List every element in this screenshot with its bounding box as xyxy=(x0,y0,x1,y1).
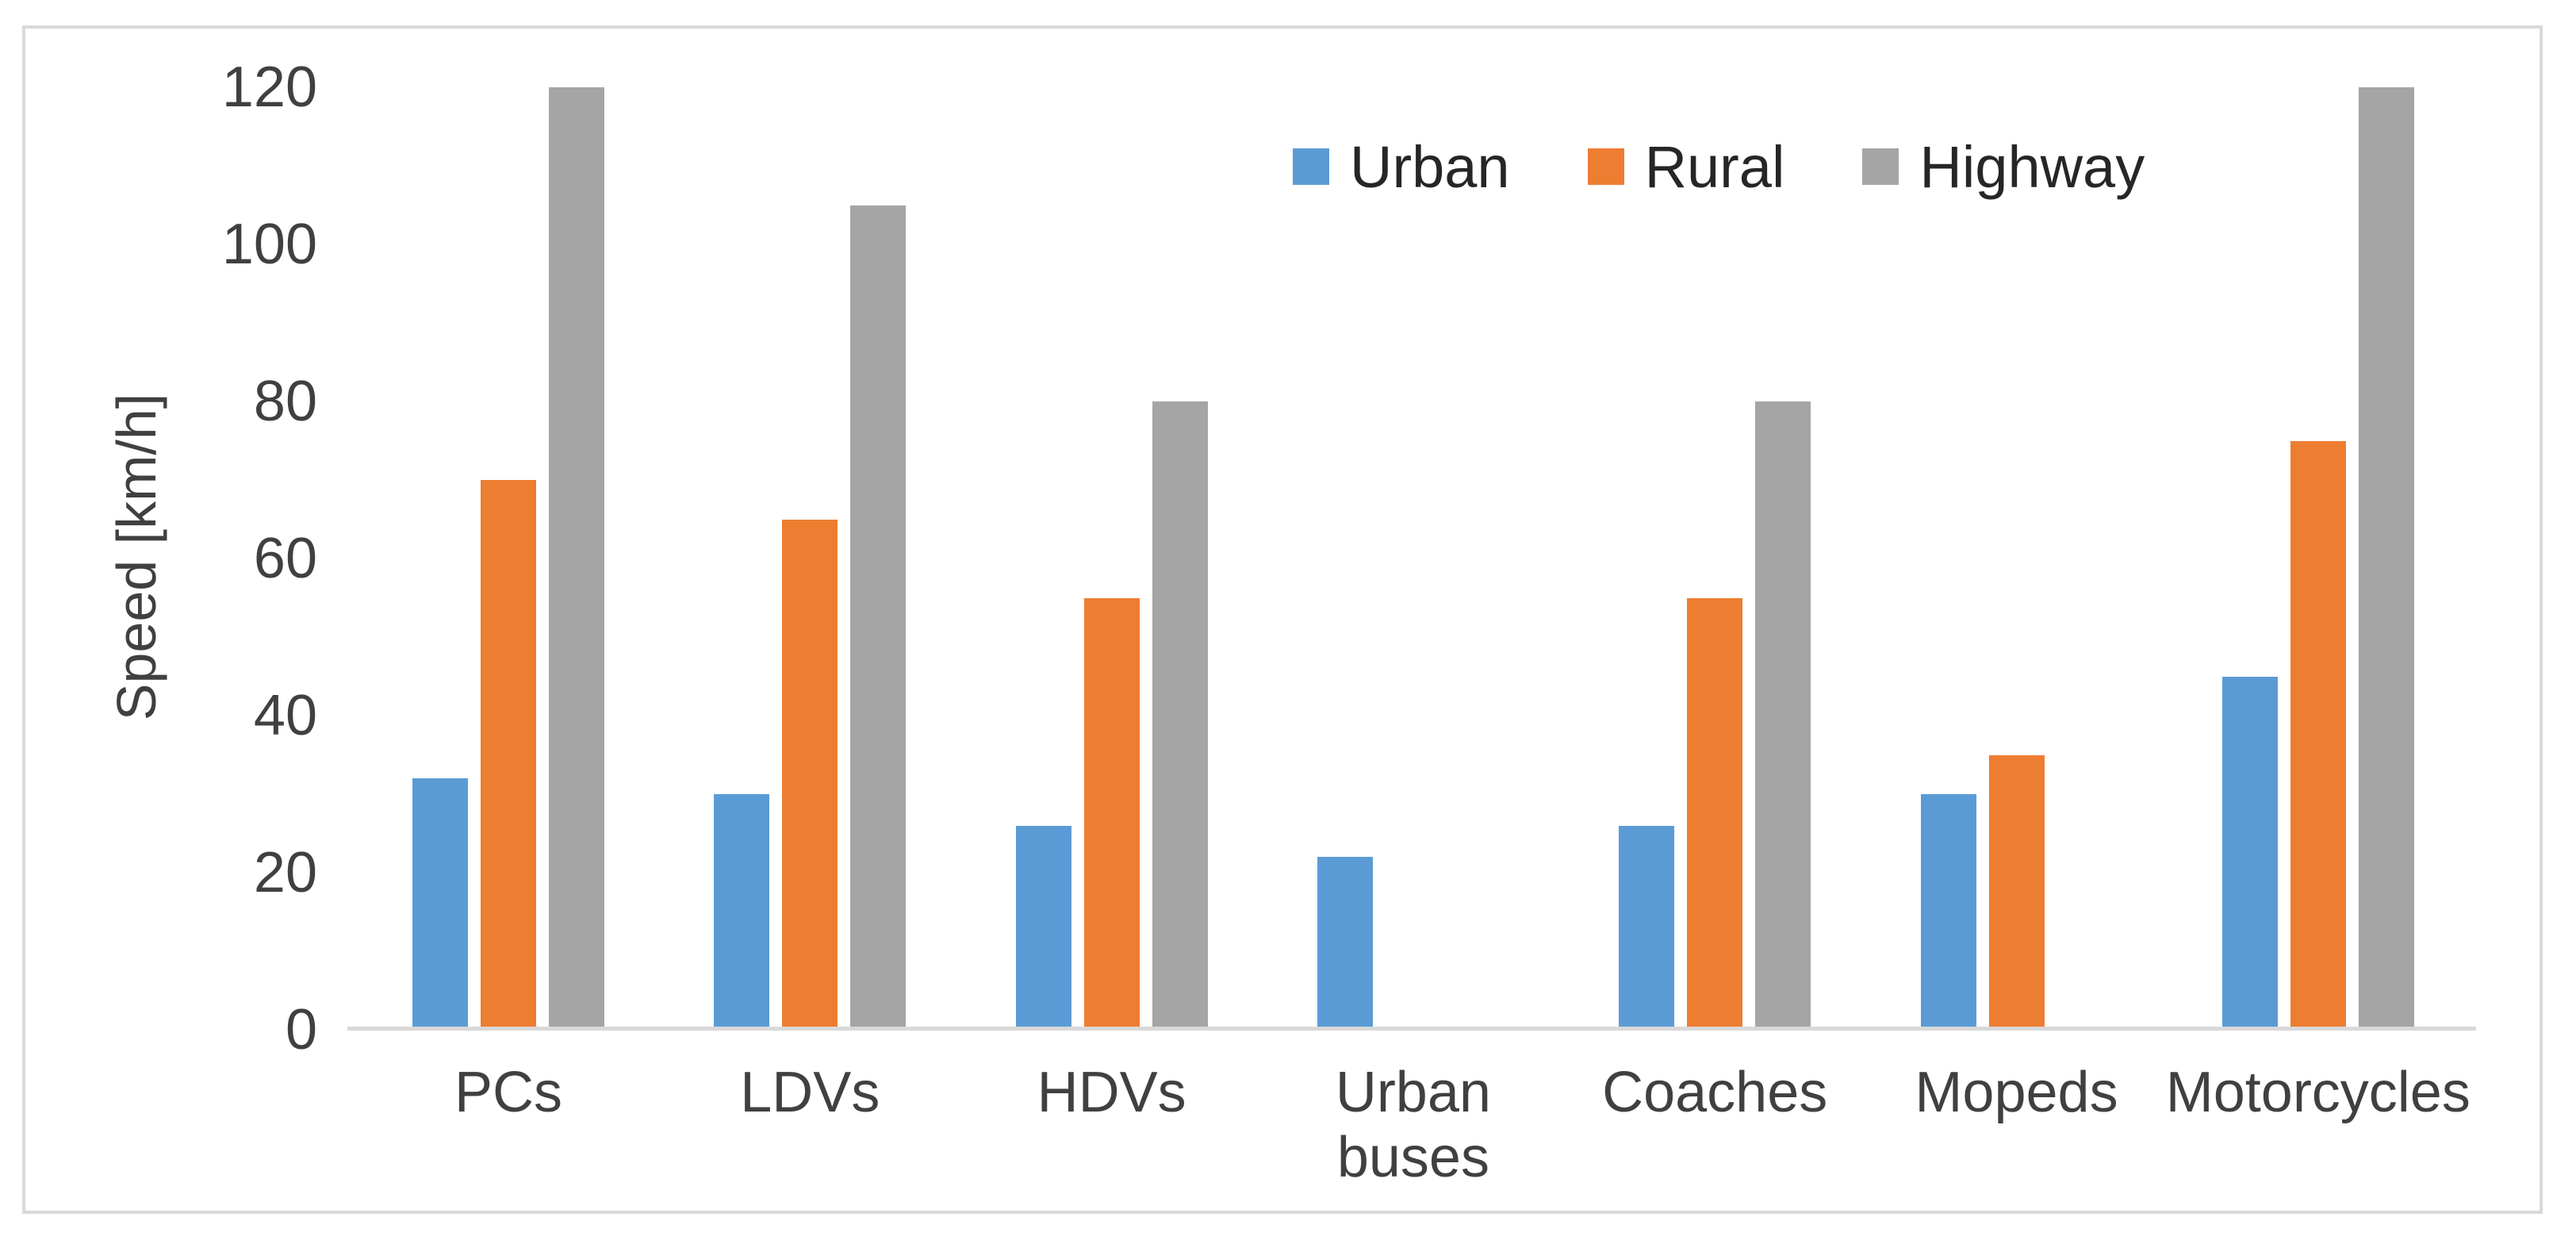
legend-label-rural: Rural xyxy=(1644,133,1785,200)
legend-label-highway: Highway xyxy=(1919,133,2145,200)
bar-highway-motorcycles xyxy=(2358,87,2414,1030)
y-tick-label-80: 80 xyxy=(253,370,317,433)
legend-item-rural: Rural xyxy=(1587,133,1785,201)
y-tick-label-20: 20 xyxy=(253,841,317,904)
x-category-label-hdvs: HDVs xyxy=(1037,1061,1186,1124)
legend-swatch-urban-icon xyxy=(1293,148,1329,185)
bar-urban-mopeds xyxy=(1920,794,1976,1030)
bar-urban-ldvs xyxy=(714,794,770,1030)
y-tick-label-120: 120 xyxy=(221,56,317,119)
bar-highway-hdvs xyxy=(1152,401,1208,1030)
y-tick-label-100: 100 xyxy=(221,213,317,276)
bar-urban-motorcycles xyxy=(2221,676,2278,1030)
x-category-label-pcs: PCs xyxy=(454,1061,563,1124)
x-axis-line xyxy=(347,1027,2476,1031)
bar-rural-motorcycles xyxy=(2290,440,2346,1030)
x-category-label-coaches: Coaches xyxy=(1602,1061,1828,1124)
bar-rural-mopeds xyxy=(1988,754,2045,1030)
legend-item-urban: Urban xyxy=(1293,133,1510,201)
legend-item-highway: Highway xyxy=(1862,133,2145,201)
bar-highway-pcs xyxy=(549,87,604,1030)
chart-border-frame xyxy=(22,25,2543,1214)
x-category-label-ldvs: LDVs xyxy=(740,1061,880,1124)
bar-rural-pcs xyxy=(481,480,536,1030)
x-category-label-urban-buses: Urban buses xyxy=(1335,1061,1491,1189)
y-tick-label-40: 40 xyxy=(253,684,317,747)
y-tick-label-0: 0 xyxy=(285,998,317,1062)
legend-swatch-highway-icon xyxy=(1862,148,1899,185)
bar-urban-urban-buses xyxy=(1317,857,1373,1030)
bar-rural-coaches xyxy=(1687,597,1743,1030)
bar-urban-pcs xyxy=(412,778,468,1030)
x-category-label-motorcycles: Motorcycles xyxy=(2165,1061,2471,1124)
bar-rural-hdvs xyxy=(1083,597,1140,1030)
legend-swatch-rural-icon xyxy=(1587,148,1624,185)
legend: Urban Rural Highway xyxy=(1293,133,2145,200)
legend-label-urban: Urban xyxy=(1350,133,1510,200)
y-tick-label-60: 60 xyxy=(253,527,317,590)
bar-highway-coaches xyxy=(1755,401,1811,1030)
bar-urban-coaches xyxy=(1619,825,1675,1030)
bar-highway-ldvs xyxy=(850,205,907,1030)
bar-urban-hdvs xyxy=(1015,825,1071,1030)
bar-rural-ldvs xyxy=(782,519,838,1030)
x-category-label-mopeds: Mopeds xyxy=(1915,1061,2118,1124)
